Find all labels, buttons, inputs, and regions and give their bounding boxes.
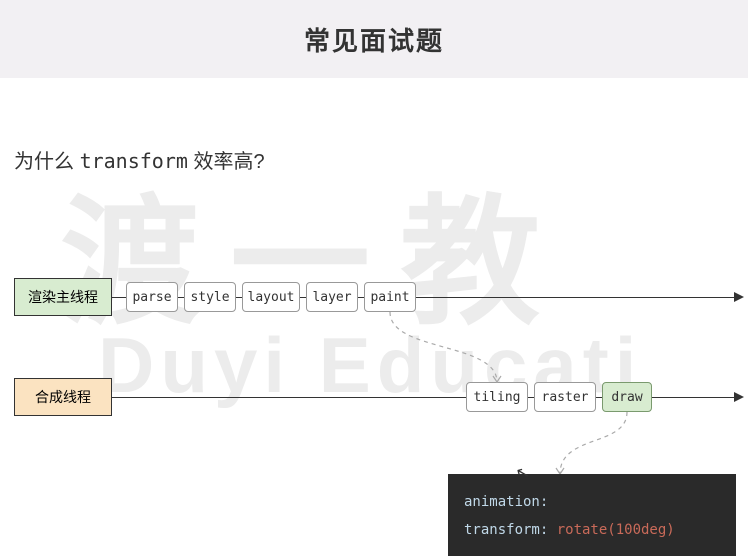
comp-thread-arrow-head — [734, 392, 744, 402]
comp-step-draw: draw — [602, 382, 652, 412]
slide-title: 常见面试题 — [304, 21, 444, 58]
code-snippet: animation: transform: rotate(100deg) — [448, 474, 736, 556]
code-line-1: animation: — [464, 488, 720, 516]
question-text: 为什么 transform 效率高? — [14, 145, 265, 174]
code-line-2: transform: rotate(100deg) — [464, 516, 720, 544]
comp-step-tiling: tiling — [466, 382, 528, 412]
main-step-layer: layer — [306, 282, 358, 312]
comp-thread-label: 合成线程 — [35, 387, 91, 407]
main-thread-box: 渲染主线程 — [14, 278, 112, 316]
main-thread-arrow-head — [734, 292, 744, 302]
comp-thread-box: 合成线程 — [14, 378, 112, 416]
comp-step-raster: raster — [534, 382, 596, 412]
slide-header: 常见面试题 — [0, 0, 748, 78]
main-step-paint: paint — [364, 282, 416, 312]
question-suffix: 效率高? — [188, 151, 265, 173]
question-prefix: 为什么 — [14, 151, 80, 173]
main-step-parse: parse — [126, 282, 178, 312]
question-code: transform — [80, 149, 188, 173]
main-thread-label: 渲染主线程 — [28, 287, 98, 307]
main-step-style: style — [184, 282, 236, 312]
main-step-layout: layout — [242, 282, 300, 312]
